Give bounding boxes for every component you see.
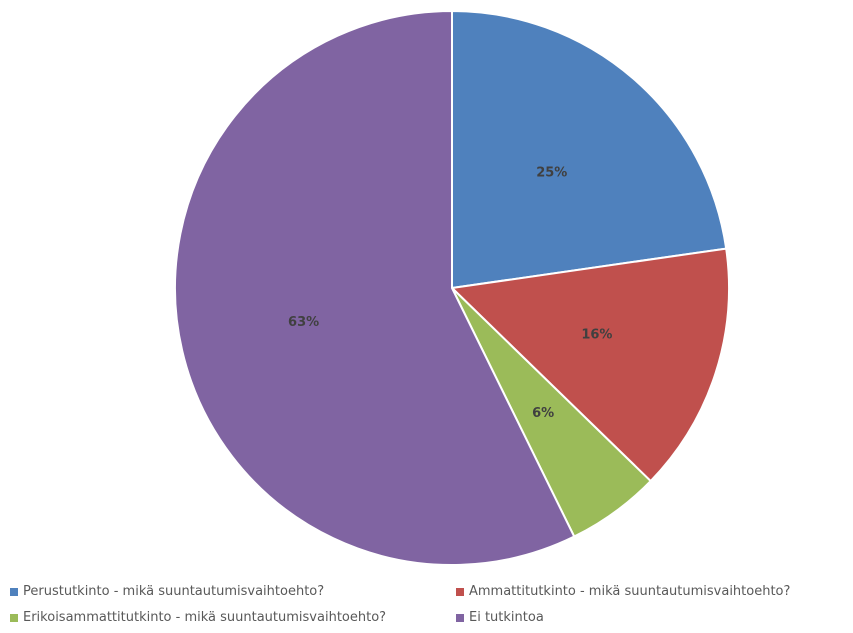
pie-slice-perustutkinto [451, 9, 728, 290]
data-label-ammattitutkinto: 16% [581, 328, 612, 343]
legend-label: Ammattitutkinto - mikä suuntautumisvaiht… [469, 584, 791, 599]
data-label-perustutkinto: 25% [536, 165, 567, 180]
legend-item-ammattitutkinto: Ammattitutkinto - mikä suuntautumisvaiht… [456, 584, 790, 599]
pie-chart: 25% 16% 6% 63% [174, 9, 730, 566]
legend-swatch [456, 613, 464, 622]
data-label-ei-tutkintoa: 63% [288, 315, 319, 330]
legend-label: Erikoisammattitutkinto - mikä suuntautum… [23, 610, 387, 625]
legend-label: Ei tutkintoa [469, 610, 544, 625]
legend-item-perustutkinto: Perustutkinto - mikä suuntautumisvaihtoe… [10, 584, 324, 599]
legend-swatch [10, 613, 18, 622]
legend: Perustutkinto - mikä suuntautumisvaihtoe… [10, 584, 850, 632]
legend-item-erikoisammattitutkinto: Erikoisammattitutkinto - mikä suuntautum… [10, 610, 386, 625]
legend-swatch [10, 587, 18, 596]
legend-item-ei-tutkintoa: Ei tutkintoa [456, 610, 544, 625]
legend-swatch [456, 587, 464, 596]
pie-data-labels: 25% 16% 6% 63% [288, 165, 612, 421]
data-label-erikoisammattitutkinto: 6% [532, 406, 554, 421]
pie-slice-ammattitutkinto [449, 247, 730, 483]
legend-label: Perustutkinto - mikä suuntautumisvaihtoe… [23, 584, 325, 599]
pie-slices [174, 9, 730, 566]
pie-slice-ei-tutkintoa [174, 9, 576, 566]
